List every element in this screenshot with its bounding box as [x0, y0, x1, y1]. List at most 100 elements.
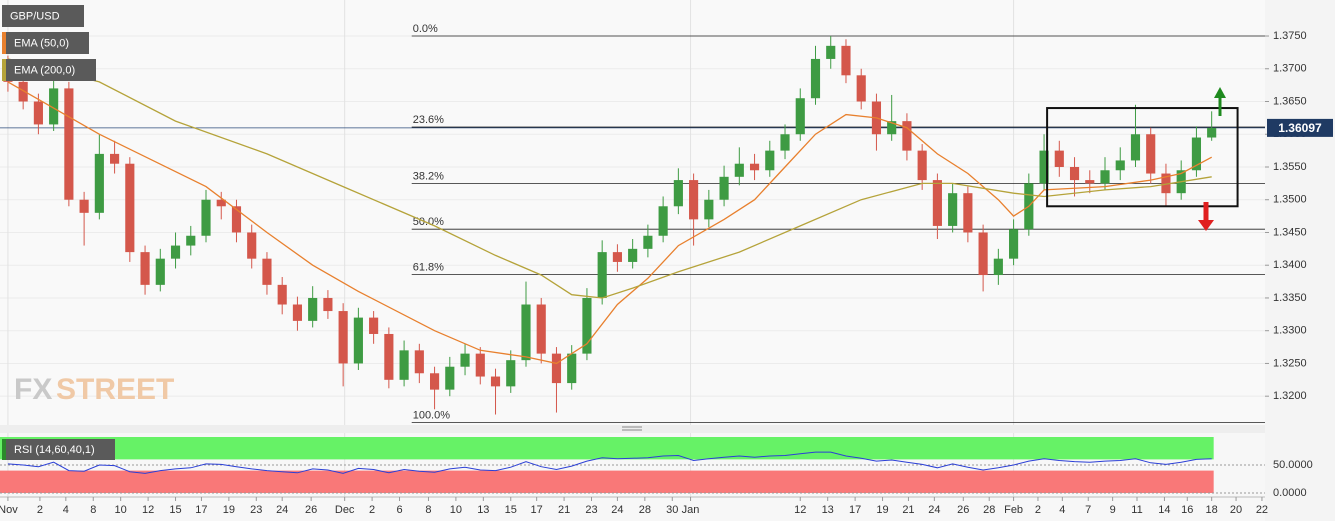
y-tick-label: 1.3650: [1273, 95, 1307, 107]
candle-body: [978, 232, 988, 276]
x-tick-label: 23: [250, 504, 262, 516]
x-tick-label: 14: [1158, 504, 1170, 516]
candle-body: [963, 193, 973, 233]
candle-body: [567, 353, 577, 384]
candle-body: [292, 304, 303, 321]
pane-divider: [0, 425, 1265, 433]
candle-body: [201, 199, 211, 236]
candle-body: [18, 81, 28, 102]
candle-body: [506, 360, 516, 387]
tag-box: [2, 439, 115, 460]
candle-body: [521, 304, 531, 361]
candle-body: [719, 176, 729, 200]
candle-body: [231, 206, 242, 233]
candle-body: [338, 311, 348, 364]
candle-body: [1039, 150, 1049, 184]
x-tick-label: 12: [794, 504, 806, 516]
y-tick-label: 1.3450: [1273, 226, 1307, 238]
candle-body: [353, 317, 363, 364]
candle-body: [749, 163, 760, 171]
candle-body: [216, 199, 226, 207]
candle-body: [795, 98, 805, 135]
x-tick-label: 28: [639, 504, 651, 516]
candle-body: [1069, 166, 1080, 181]
x-tick-label: 21: [558, 504, 570, 516]
candle-body: [369, 317, 379, 334]
last-price-box: [1267, 118, 1333, 137]
x-tick-label: 28: [983, 504, 995, 516]
legend-label: EMA (200,0): [14, 64, 75, 76]
x-tick-label: 8: [90, 504, 96, 516]
grid: [0, 0, 1265, 497]
fib-label: 100.0%: [413, 409, 451, 421]
ema-line: [7, 81, 1213, 365]
x-tick-label: 13: [477, 504, 489, 516]
x-tick-label: Feb: [1004, 504, 1023, 516]
x-tick-label: 15: [505, 504, 517, 516]
candle-body: [1054, 150, 1064, 167]
candle-body: [490, 376, 501, 387]
candle-body: [628, 248, 638, 262]
candle-body: [1161, 173, 1171, 194]
x-tick-label: 24: [276, 504, 288, 516]
last-price-label: 1.36097: [1278, 121, 1322, 135]
candle-body: [993, 258, 1003, 276]
x-tick-label: 19: [876, 504, 888, 516]
candle-body: [887, 121, 897, 135]
x-tick-label: 2: [369, 504, 375, 516]
candle-body: [33, 101, 43, 125]
candle-body: [582, 297, 592, 354]
watermark-fx: FX: [14, 373, 52, 406]
x-tick-label: 18: [1206, 504, 1218, 516]
fib-label: 23.6%: [413, 114, 444, 126]
x-tick-label: 20: [1230, 504, 1242, 516]
candle-body: [323, 297, 333, 312]
x-axis: Nov 2 4 8 10 12 15 17 19 23 24 26 Dec 2 6 8 10 13 15 17 21 23…: [0, 496, 1268, 516]
x-tick-label: Dec: [335, 504, 355, 516]
rsi-label: RSI (14,60,40,1): [14, 444, 95, 456]
candle-body: [64, 88, 74, 200]
candle-body: [932, 180, 942, 226]
ema50-tag: EMA (50,0): [2, 32, 89, 54]
y-tick-label: 1.3250: [1273, 357, 1307, 369]
x-tick-label: 22: [1256, 504, 1268, 516]
legend-swatch: [2, 439, 6, 460]
candle-body: [551, 353, 562, 384]
fib-label: 61.8%: [413, 261, 444, 273]
candle-body: [704, 199, 714, 220]
candle-body: [445, 366, 455, 390]
x-tick-label: 11: [1131, 504, 1142, 516]
x-tick-label: 2: [37, 504, 43, 516]
rsi-oversold-zone: [0, 470, 1214, 493]
x-tick-label: 6: [396, 504, 402, 516]
candle-body: [414, 350, 424, 374]
x-tick-label: 4: [63, 504, 69, 516]
x-tick-label: 13: [822, 504, 834, 516]
candle-body: [262, 258, 272, 285]
candle-body: [155, 258, 165, 285]
ema200-tag: EMA (200,0): [2, 59, 96, 81]
candle-body: [384, 333, 394, 380]
candle-body: [1085, 180, 1095, 184]
rsi-line: [7, 451, 1212, 474]
candle-body: [125, 163, 135, 253]
x-tick-label: 30: [666, 504, 678, 516]
x-tick-label: 21: [902, 504, 914, 516]
candle-body: [948, 193, 958, 226]
y-tick-label: 1.3500: [1273, 194, 1307, 206]
x-tick-label: 15: [169, 504, 181, 516]
up-arrow-head: [1214, 87, 1226, 98]
candle-body: [308, 297, 318, 321]
x-tick-label: 16: [1181, 504, 1193, 516]
candle-body: [643, 235, 653, 249]
x-tick-label: 24: [928, 504, 940, 516]
y-tick-label: 1.3350: [1273, 292, 1307, 304]
x-tick-label: Nov: [0, 504, 18, 516]
fib-label: 38.2%: [413, 170, 444, 182]
candle-body: [475, 353, 485, 377]
fib-label: 0.0%: [413, 23, 438, 35]
candle-body: [186, 235, 196, 246]
x-tick-label: Jan: [682, 504, 700, 516]
x-tick-label: 12: [142, 504, 154, 516]
